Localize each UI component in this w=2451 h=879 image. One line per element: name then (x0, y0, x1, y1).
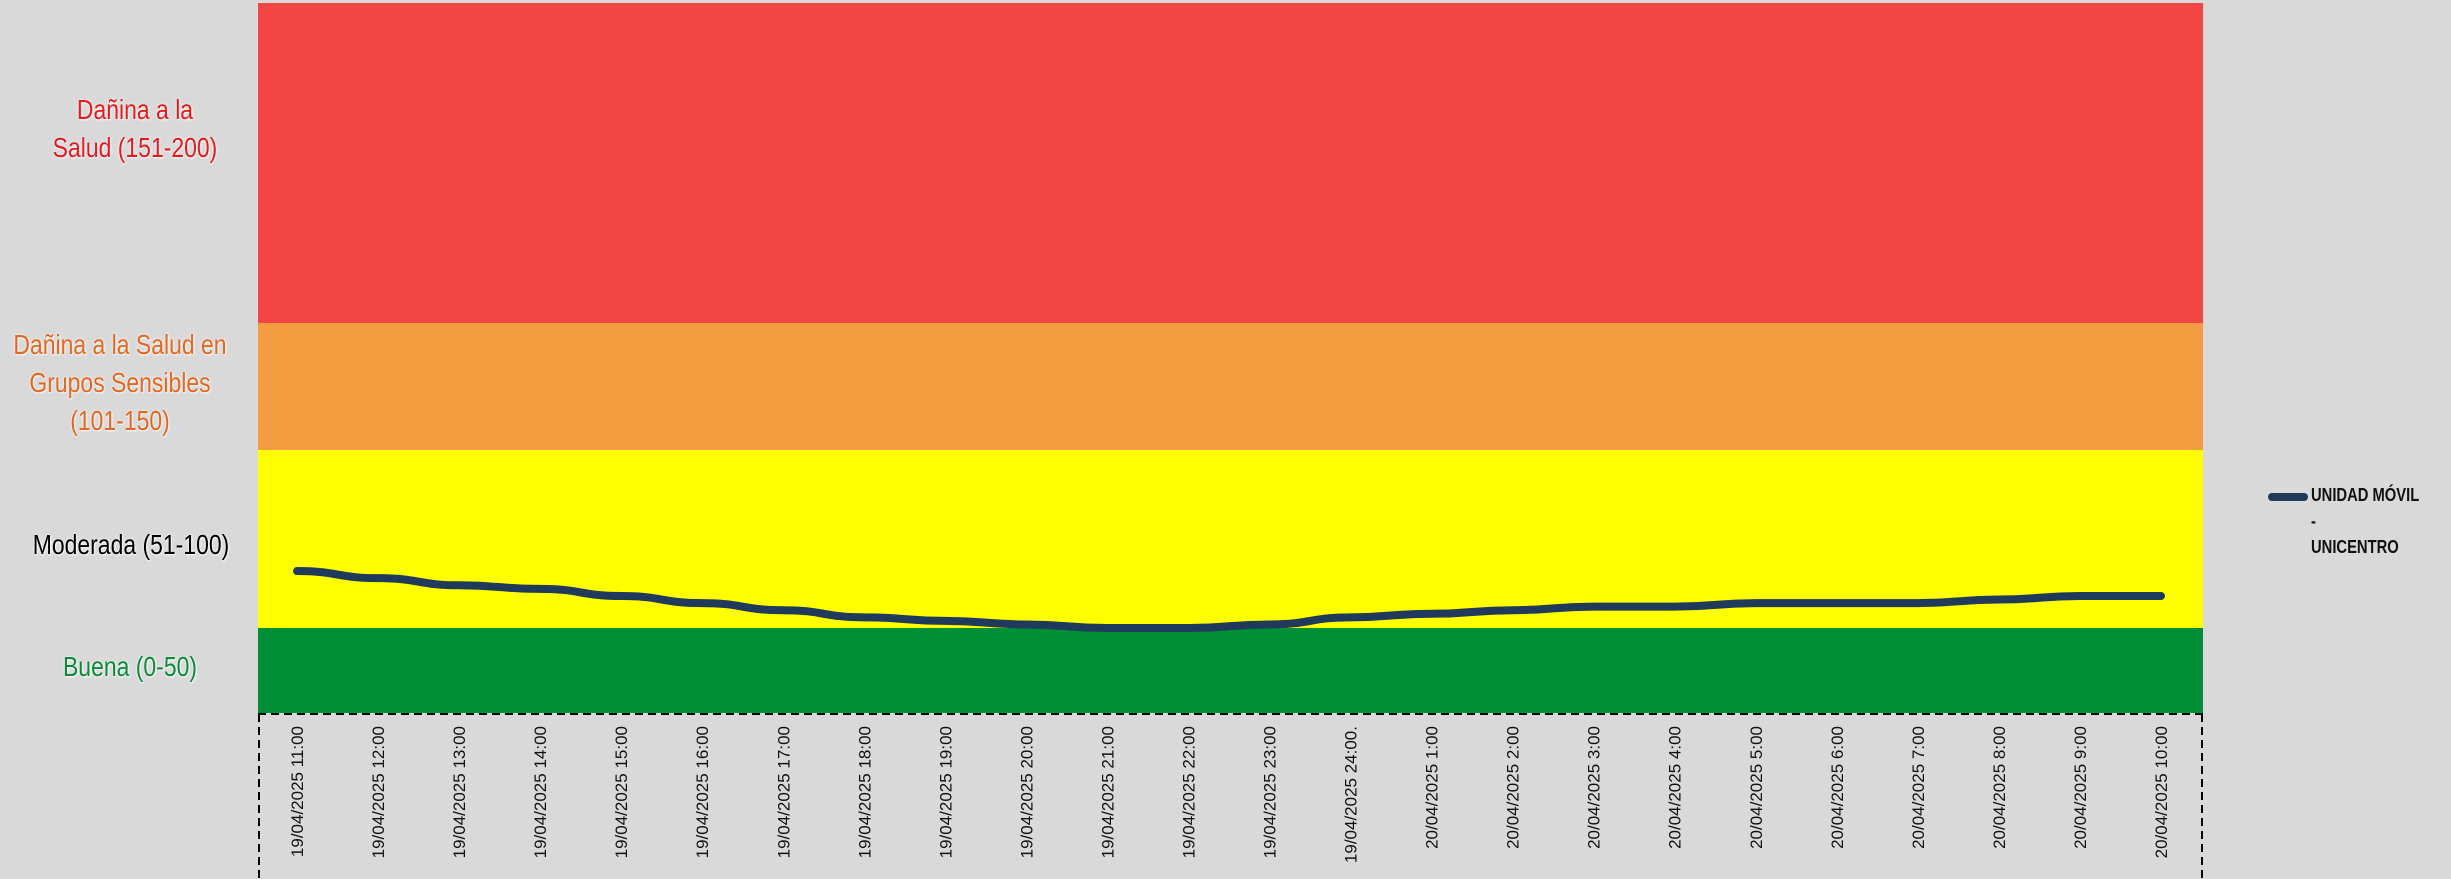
chart-frame (258, 713, 2203, 879)
x-tick-label: 19/04/2025 14:00 (531, 726, 550, 858)
x-tick-label: 20/04/2025 6:00 (1828, 726, 1847, 849)
x-tick-label: 20/04/2025 7:00 (1909, 726, 1928, 849)
series-layer (293, 567, 2165, 633)
legend-label: UNIDAD MÓVIL - UNICENTRO (2311, 482, 2426, 560)
aqi-band-label: Moderada (51-100) (24, 526, 237, 564)
x-tick-label: 19/04/2025 13:00 (450, 726, 469, 858)
x-tick-label: 20/04/2025 4:00 (1666, 726, 1685, 849)
x-tick-label: 20/04/2025 10:00 (2152, 726, 2171, 858)
x-tick-label: 20/04/2025 5:00 (1747, 726, 1766, 849)
x-tick-label: 19/04/2025 22:00 (1179, 726, 1198, 858)
x-axis-ticks: 19/04/2025 11:00 19/04/2025 12:00 19/04/20… (288, 726, 2171, 863)
x-tick-label: 19/04/2025 15:00 (612, 726, 631, 858)
legend-label-line-1: UNIDAD MÓVIL - (2311, 485, 2419, 531)
aqi-band (258, 3, 2203, 323)
x-tick-label: 20/04/2025 9:00 (2071, 726, 2090, 849)
x-tick-label: 19/04/2025 23:00 (1261, 726, 1280, 858)
x-tick-label: 20/04/2025 3:00 (1585, 726, 1604, 849)
x-tick-label: 19/04/2025 11:00 (288, 726, 307, 857)
aqi-band-label: Dañina a la Salud en Grupos Sensibles (101… (13, 326, 226, 440)
aqi-band (258, 628, 2203, 713)
legend-label-line-2: UNICENTRO (2311, 537, 2399, 557)
aqi-band-label: Dañina a la Salud (151-200) (37, 91, 234, 167)
x-tick-label: 19/04/2025 19:00 (936, 726, 955, 858)
aqi-band-label-line: Grupos Sensibles (29, 367, 211, 398)
aqi-band (258, 323, 2203, 450)
x-tick-label: 19/04/2025 21:00 (1098, 726, 1117, 858)
x-tick-label: 19/04/2025 17:00 (774, 726, 793, 858)
aqi-band-label-line: Moderada (51-100) (32, 529, 230, 560)
series-line (293, 567, 2165, 633)
aqi-band-label-line: Salud (151-200) (52, 132, 218, 163)
aqi-band-label-line: Buena (0-50) (62, 651, 198, 682)
x-tick-label: 19/04/2025 16:00 (693, 726, 712, 858)
x-tick-label: 20/04/2025 8:00 (1990, 726, 2009, 849)
aqi-band (258, 450, 2203, 628)
x-tick-label: 19/04/2025 24:00. (1342, 726, 1361, 863)
aqi-band-label-line: Dañina a la Salud en (13, 329, 227, 360)
x-tick-label: 19/04/2025 12:00 (369, 726, 388, 858)
aqi-band-label: Buena (0-50) (32, 648, 229, 686)
x-tick-label: 20/04/2025 1:00 (1423, 726, 1442, 849)
x-tick-label: 20/04/2025 2:00 (1504, 726, 1523, 849)
aqi-band-label-line: Dañina a la (76, 94, 194, 125)
x-tick-label: 19/04/2025 18:00 (855, 726, 874, 858)
x-tick-label: 19/04/2025 20:00 (1017, 726, 1036, 858)
aqi-band-label-line: (101-150) (70, 405, 170, 436)
aqi-bands (258, 3, 2203, 713)
legend-swatch (2268, 493, 2308, 501)
